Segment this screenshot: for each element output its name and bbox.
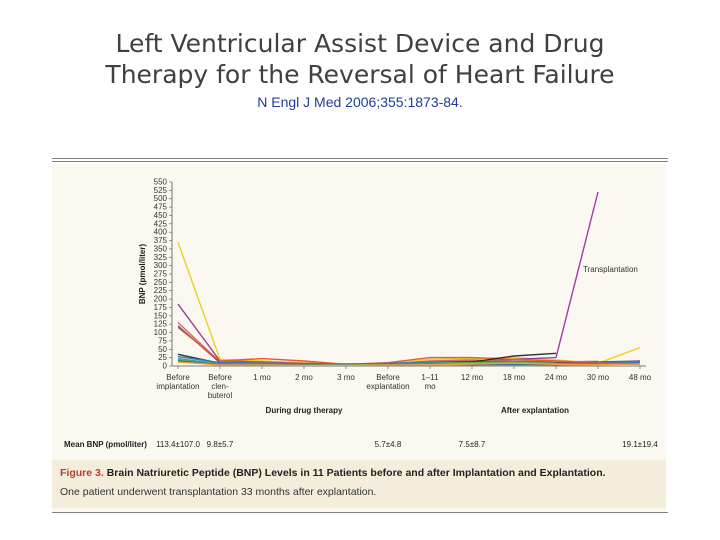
figure-number: Figure 3. [60,467,104,479]
mean-bnp-label: Mean BNP (pmol/liter) [64,440,147,449]
top-rule-2 [52,161,668,162]
mean-bnp-value: 9.8±5.7 [207,440,234,449]
y-tick-label: 525 [154,186,168,195]
bottom-rule [52,512,668,513]
x-tick-label: Before [208,373,232,382]
y-tick-label: 75 [158,336,167,345]
series-line-2 [177,191,599,365]
figure-caption-note: One patient underwent transplantation 33… [60,486,377,498]
y-tick-label: 450 [154,211,168,220]
x-tick-label: 12 mo [461,373,484,382]
y-tick-label: 500 [154,194,168,203]
y-tick-label: 225 [154,286,168,295]
y-tick-label: 25 [158,353,167,362]
figure-panel [52,164,666,512]
title-line-1: Left Ventricular Assist Device and Drug [115,29,605,58]
x-tick-label: 30 mo [587,373,610,382]
y-tick-label: 350 [154,244,168,253]
chart-axes: 0255075100125150175200225250275300325350… [154,178,652,401]
transplantation-annotation: Transplantation [583,265,638,274]
y-tick-label: 475 [154,203,168,212]
chart-labels: BNP (pmol/liter) During drug therapy After… [64,244,658,449]
x-tick-label: 3 mo [337,373,355,382]
x-tick-label: buterol [208,391,233,400]
y-tick-label: 125 [154,320,168,329]
x-tick-label: 1 mo [253,373,271,382]
y-tick-label: 275 [154,270,168,279]
series-line-11 [177,361,641,366]
y-tick-label: 400 [154,228,168,237]
group-label-after-explantation: After explantation [501,406,569,415]
x-tick-label: 1–11 [421,373,439,382]
series-line-4 [177,325,641,365]
y-tick-label: 250 [154,278,168,287]
mean-bnp-value: 7.5±8.7 [459,440,486,449]
top-rule [52,158,668,159]
y-tick-label: 300 [154,261,168,270]
y-tick-label: 50 [158,345,167,354]
series-line-1 [177,241,641,365]
series-line-5 [177,326,641,365]
y-tick-label: 0 [163,362,168,371]
x-tick-label: 18 mo [503,373,526,382]
chart-series [177,191,641,366]
y-tick-label: 425 [154,219,168,228]
group-label-drug-therapy: During drug therapy [266,406,343,415]
figure-caption-title: Figure 3. Brain Natriuretic Peptide (BNP… [60,467,606,479]
citation: N Engl J Med 2006;355:1873-84. [257,94,463,110]
x-tick-label: mo [424,382,436,391]
caption-box [52,460,666,508]
x-tick-label: 2 mo [295,373,313,382]
y-tick-label: 325 [154,253,168,262]
x-tick-label: implantation [156,382,199,391]
y-tick-label: 200 [154,295,168,304]
x-tick-label: clen- [211,382,229,391]
x-tick-label: explantation [366,382,409,391]
mean-bnp-value: 19.1±19.4 [622,440,658,449]
mean-bnp-value: 5.7±4.8 [375,440,402,449]
x-tick-label: 24 mo [545,373,568,382]
mean-bnp-value: 113.4±107.0 [156,440,200,449]
y-axis-label: BNP (pmol/liter) [138,244,147,305]
x-tick-label: Before [376,373,400,382]
x-tick-label: 48 mo [629,373,652,382]
y-tick-label: 550 [154,178,168,187]
y-tick-label: 375 [154,236,168,245]
slide-title: Left Ventricular Assist Device and Drug … [0,28,720,90]
figure-title: Brain Natriuretic Peptide (BNP) Levels i… [106,467,606,479]
title-line-2: Therapy for the Reversal of Heart Failur… [105,60,615,89]
y-tick-label: 175 [154,303,168,312]
x-tick-label: Before [166,373,190,382]
y-tick-label: 150 [154,311,168,320]
y-tick-label: 100 [154,328,168,337]
